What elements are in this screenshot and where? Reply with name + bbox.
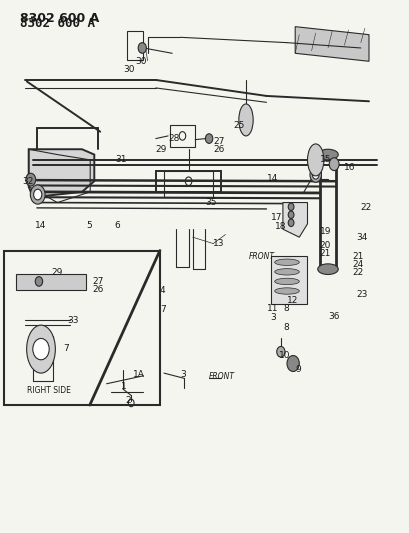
Polygon shape: [29, 149, 94, 197]
Ellipse shape: [274, 288, 299, 294]
Circle shape: [286, 356, 299, 372]
Text: 14: 14: [35, 221, 46, 230]
Circle shape: [312, 171, 318, 179]
Bar: [164, 171, 213, 197]
Text: 8302 600 A: 8302 600 A: [20, 17, 95, 30]
Text: 3: 3: [180, 370, 186, 378]
Bar: [16, 274, 86, 290]
Text: 25: 25: [233, 121, 245, 130]
Text: 5: 5: [86, 221, 92, 230]
Text: 32: 32: [22, 177, 34, 185]
Circle shape: [328, 158, 338, 171]
Text: 28: 28: [168, 134, 179, 143]
Text: 23: 23: [356, 290, 367, 299]
Text: 36: 36: [327, 312, 339, 320]
Circle shape: [276, 346, 284, 357]
Bar: [270, 256, 307, 304]
Text: FRONT: FRONT: [209, 373, 234, 381]
Text: 31: 31: [115, 156, 126, 164]
Text: 3: 3: [270, 313, 276, 321]
Ellipse shape: [307, 144, 323, 176]
Text: 26: 26: [92, 285, 103, 294]
Circle shape: [34, 189, 42, 200]
Text: 13: 13: [213, 239, 224, 248]
Text: FRONT: FRONT: [249, 253, 274, 261]
Text: 9: 9: [294, 365, 300, 374]
Text: 6: 6: [115, 221, 120, 230]
Text: 34: 34: [356, 233, 367, 241]
Text: 12: 12: [286, 296, 298, 304]
Circle shape: [309, 167, 321, 182]
Ellipse shape: [238, 104, 253, 136]
Circle shape: [288, 219, 293, 227]
Ellipse shape: [27, 325, 55, 373]
Text: 17: 17: [270, 213, 281, 222]
Text: 21: 21: [319, 249, 330, 258]
Ellipse shape: [274, 278, 299, 285]
Text: 26: 26: [213, 145, 224, 154]
Circle shape: [35, 277, 43, 286]
Text: 27: 27: [213, 137, 224, 146]
Text: 20: 20: [319, 241, 330, 249]
Text: 18: 18: [274, 222, 285, 231]
Text: 11: 11: [266, 304, 277, 312]
Bar: [155, 171, 221, 192]
Ellipse shape: [274, 269, 299, 275]
Text: 24: 24: [352, 261, 363, 269]
Circle shape: [138, 43, 146, 53]
Text: 16: 16: [344, 164, 355, 172]
Text: 14: 14: [266, 174, 277, 183]
Text: 22: 22: [352, 269, 363, 277]
Polygon shape: [294, 27, 368, 61]
Polygon shape: [282, 203, 307, 237]
Text: 1: 1: [121, 382, 126, 391]
Circle shape: [288, 211, 293, 219]
Text: 22: 22: [360, 204, 371, 212]
Circle shape: [205, 134, 212, 143]
Circle shape: [26, 173, 36, 186]
Text: 7: 7: [160, 305, 165, 313]
Ellipse shape: [274, 259, 299, 265]
Text: 29: 29: [155, 145, 167, 154]
Text: 1A: 1A: [133, 370, 145, 378]
Text: 15: 15: [319, 156, 330, 164]
Text: 35: 35: [204, 198, 216, 207]
Text: 19: 19: [319, 228, 330, 236]
Text: 30: 30: [135, 57, 146, 66]
Text: 30: 30: [123, 65, 134, 74]
Text: 4: 4: [160, 286, 165, 295]
Bar: [4, 251, 160, 405]
Text: 7: 7: [63, 344, 69, 352]
Text: 8: 8: [282, 304, 288, 312]
Bar: [170, 125, 194, 147]
Circle shape: [30, 185, 45, 204]
Text: 10: 10: [278, 351, 290, 360]
Text: 21: 21: [352, 253, 363, 261]
Text: 33: 33: [67, 317, 79, 325]
Bar: [127, 31, 143, 60]
Text: 8302 600 A: 8302 600 A: [20, 12, 99, 25]
Circle shape: [33, 338, 49, 360]
Text: 8: 8: [282, 324, 288, 332]
Ellipse shape: [317, 149, 337, 160]
Text: RIGHT SIDE: RIGHT SIDE: [27, 386, 70, 395]
Circle shape: [288, 203, 293, 211]
Text: 29: 29: [51, 269, 63, 277]
Text: 2: 2: [125, 397, 130, 405]
Text: 27: 27: [92, 277, 103, 286]
Ellipse shape: [317, 264, 337, 274]
